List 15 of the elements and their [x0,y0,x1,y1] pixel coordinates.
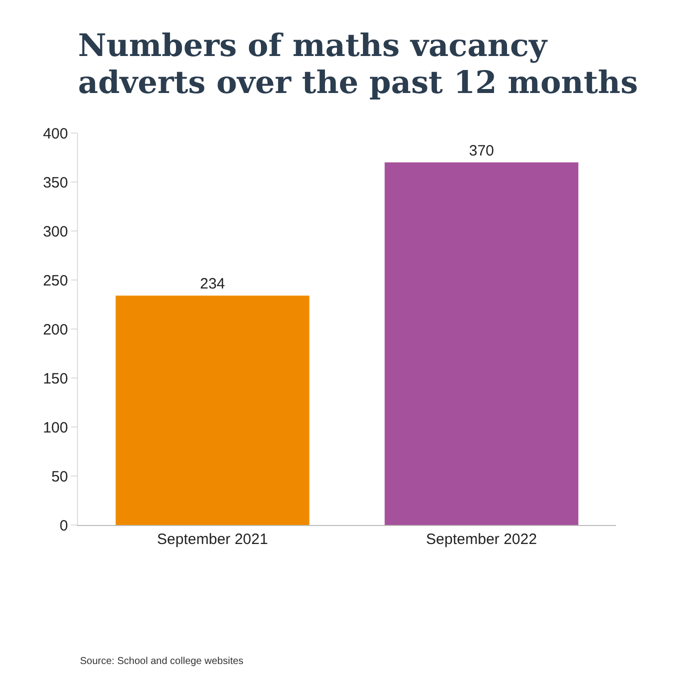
data-label: 370 [468,142,494,160]
y-tick-label: 400 [42,125,68,142]
y-tick-label: 350 [42,174,68,192]
x-tick-label: September 2021 [157,531,268,548]
y-tick-label: 100 [42,419,68,436]
y-tick-label: 50 [51,468,68,486]
source-note: Source: School and college websites [80,656,244,667]
x-tick-label: September 2022 [426,531,537,548]
y-tick-label: 250 [42,272,68,290]
y-tick-label: 200 [42,321,68,338]
y-tick-label: 0 [60,517,68,534]
y-tick-label: 150 [42,370,68,388]
data-label: 234 [200,276,226,293]
y-tick-label: 300 [42,223,68,240]
chart-title: Numbers of maths vacancy adverts over the past 12 months [78,28,639,102]
